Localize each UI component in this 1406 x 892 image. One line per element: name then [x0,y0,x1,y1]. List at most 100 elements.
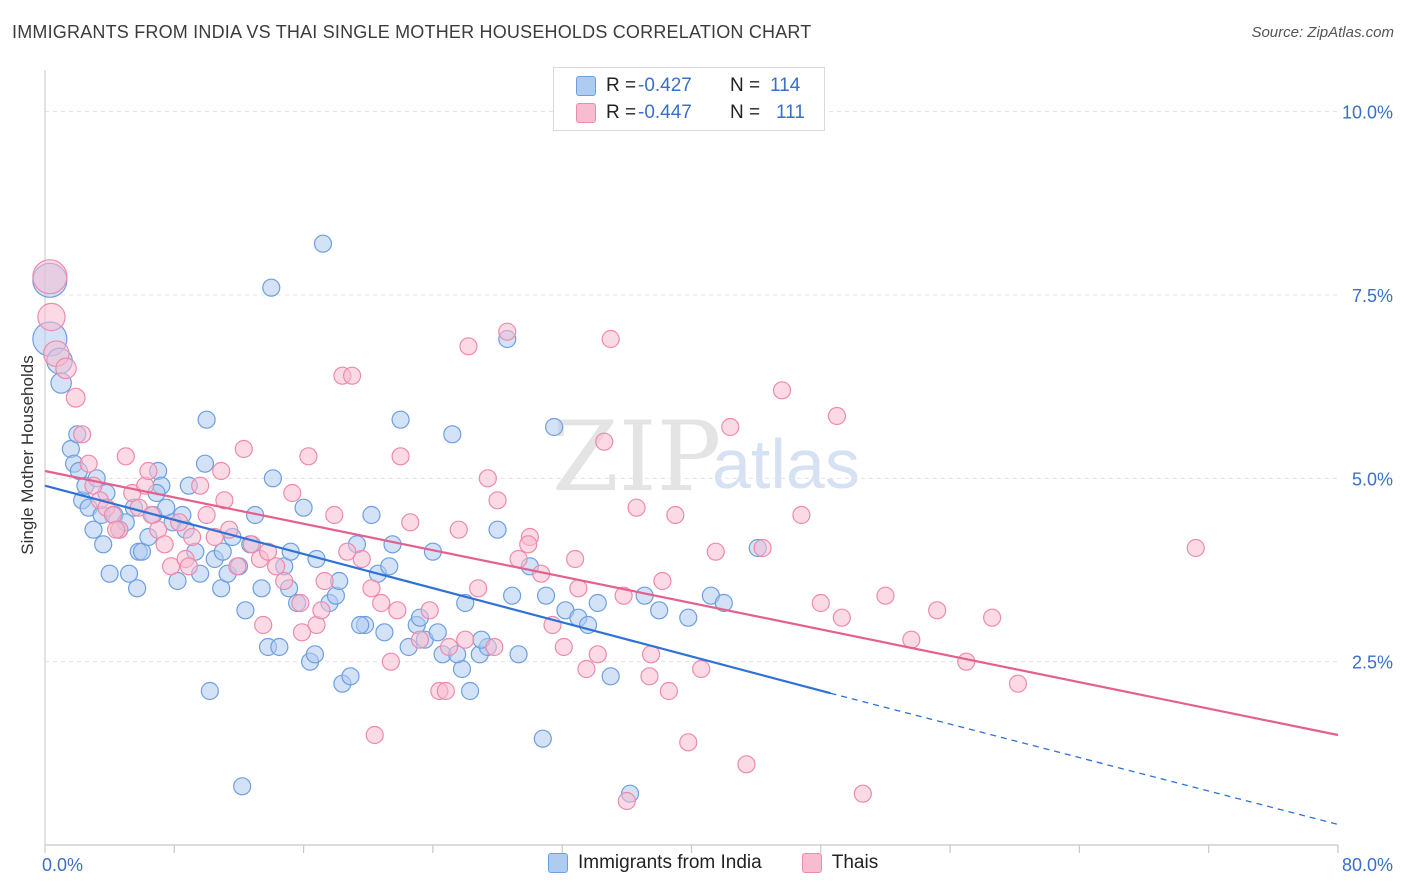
data-point-india [362,505,381,525]
data-point-thais [325,505,344,525]
data-point-thais [601,329,620,349]
data-point-india [391,410,410,429]
data-point-thais [292,623,312,642]
data-point-thais [258,542,278,561]
data-point-thais [191,476,210,495]
data-point-india [536,586,556,605]
data-point-thais [283,483,302,503]
legend-swatch-thais [576,103,596,123]
y-tick-label: 10.0% [1342,103,1393,123]
series-legend: Immigrants from India Thais [548,852,918,874]
series-india-points [32,234,767,803]
data-point-thais [388,601,407,620]
legend-r-value: -0.427 [638,75,692,96]
x-tick-label-max: 80.0% [1342,855,1393,875]
data-point-india [679,608,698,627]
data-point-thais [554,637,573,657]
data-point-thais [436,681,455,701]
data-point-thais [569,579,588,598]
trend-lines [44,469,1339,826]
data-point-thais [1008,674,1028,693]
data-point-india [341,667,360,686]
data-point-thais [640,667,659,686]
data-point-thais [291,593,310,613]
data-point-thais [338,542,357,561]
data-point-india [601,667,620,686]
data-point-thais [653,571,672,591]
data-point-thais [498,322,517,341]
data-point-thais [410,630,430,649]
data-point-thais [107,520,126,539]
y-tick-label: 5.0% [1352,469,1393,489]
data-point-thais [595,432,614,451]
data-point-india [119,564,139,583]
data-point-thais [485,637,504,657]
data-point-thais [469,579,488,598]
trend-line-india-extension [830,692,1339,826]
data-point-india [380,557,399,576]
data-point-thais [488,491,507,510]
legend-r-label: R = [606,102,637,123]
y-tick-label: 7.5% [1352,286,1393,306]
data-point-thais [215,491,234,510]
data-point-india [588,593,607,613]
data-point-india [650,601,669,620]
data-point-thais [721,417,740,437]
data-point-india [213,542,232,561]
data-point-india [262,278,281,297]
data-point-thais [753,538,772,558]
data-point-thais [116,447,135,466]
axes [44,70,1339,853]
chart-title: IMMIGRANTS FROM INDIA VS THAI SINGLE MOT… [12,22,812,42]
data-point-thais [79,454,98,473]
data-point-thais [212,461,231,481]
data-point-india [313,234,333,253]
data-point-thais [352,549,371,569]
source-label: Source: ZipAtlas.com [1251,24,1394,41]
data-point-india [84,520,103,539]
data-point-thais [228,557,247,576]
data-point-india [545,417,564,437]
data-point-thais [365,725,384,745]
data-point-thais [179,557,198,576]
data-point-india [233,777,252,796]
data-point-india [533,729,552,748]
trend-line-thais [44,469,1339,737]
data-point-thais [37,302,66,332]
data-point-thais [519,535,538,554]
data-point-thais [234,439,253,459]
data-point-india [375,623,394,642]
data-point-india [236,601,255,620]
legend-r-value: -0.447 [638,102,692,123]
series-label-india: Immigrants from India [578,852,762,873]
data-point-thais [420,601,439,620]
x-tick-label-min: 0.0% [42,855,83,875]
watermark: ZIP atlas [552,401,860,513]
data-point-india [252,579,271,598]
data-point-thais [254,615,273,635]
legend-n-value: 114 [770,75,801,96]
data-point-thais [342,366,362,385]
series-legend-thais: Thais [801,852,878,874]
data-point-thais [381,652,400,671]
legend-n-label: N = [730,75,761,96]
data-point-thais [401,513,420,532]
data-point-india [502,586,522,605]
data-point-thais [1186,538,1205,558]
data-point-india [714,593,733,613]
y-tick-label: 2.5% [1352,653,1393,673]
data-point-thais [139,461,158,481]
legend-swatch-india [576,76,596,96]
data-point-thais [928,601,947,620]
data-point-india [197,410,216,429]
data-point-thais [679,733,698,752]
trend-line-india [44,484,831,695]
data-point-thais [876,586,895,605]
data-point-thais [666,505,685,525]
data-point-thais [617,791,636,811]
data-point-thais [155,535,174,554]
data-point-india [326,586,346,605]
data-point-thais [362,579,381,598]
correlation-legend: R = -0.427 N = 114 R = -0.447 N = 111 [553,67,825,131]
